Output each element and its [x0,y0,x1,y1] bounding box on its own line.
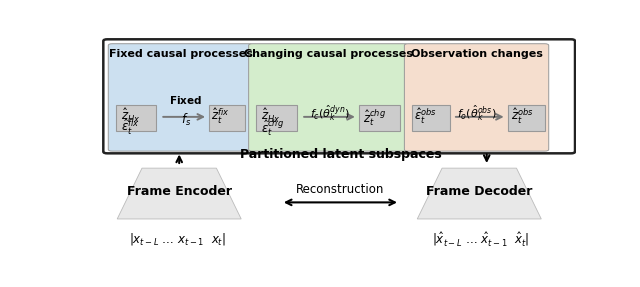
Text: $\hat{\varepsilon}_t^{chg}$: $\hat{\varepsilon}_t^{chg}$ [260,117,284,138]
Polygon shape [117,168,241,219]
Text: $f_o(\hat{\theta}_k^{obs})$: $f_o(\hat{\theta}_k^{obs})$ [457,103,497,123]
Text: $|x_{t-L}\ \ldots\ x_{t-1}\ \ x_t|$: $|x_{t-L}\ \ldots\ x_{t-1}\ \ x_t|$ [129,231,226,247]
Text: Partitioned latent subspaces: Partitioned latent subspaces [239,148,441,161]
Text: Reconstruction: Reconstruction [296,183,385,196]
FancyBboxPatch shape [108,44,253,151]
FancyBboxPatch shape [404,44,548,151]
Text: Frame Encoder: Frame Encoder [127,185,232,198]
Text: Observation changes: Observation changes [411,49,543,59]
Bar [508,105,545,131]
Text: $\mathbf{Fixed}$: $\mathbf{Fixed}$ [169,94,202,106]
Text: $\hat{z}_{Hx}$: $\hat{z}_{Hx}$ [260,107,280,125]
Text: $\hat{\varepsilon}_t^{fix}$: $\hat{\varepsilon}_t^{fix}$ [121,117,140,137]
FancyBboxPatch shape [248,44,408,151]
Text: $\hat{z}_{Hx}$: $\hat{z}_{Hx}$ [121,107,140,125]
Text: $|\hat{x}_{t-L}\ \ldots\ \hat{x}_{t-1}\ \ \hat{x}_t|$: $|\hat{x}_{t-L}\ \ldots\ \hat{x}_{t-1}\ … [432,230,529,248]
Text: $f_s$: $f_s$ [180,112,191,128]
Polygon shape [417,168,541,219]
Text: $f_c(\hat{\theta}_k^{dyn})$: $f_c(\hat{\theta}_k^{dyn})$ [310,103,349,123]
Text: $\hat{z}_t^{obs}$: $\hat{z}_t^{obs}$ [511,107,533,126]
Text: Changing causal processes: Changing causal processes [244,49,413,59]
Bar [209,105,244,131]
Text: $\hat{\varepsilon}_t^{obs}$: $\hat{\varepsilon}_t^{obs}$ [414,107,437,126]
Text: Fixed causal processes: Fixed causal processes [109,49,252,59]
FancyBboxPatch shape [103,39,575,153]
Bar [412,105,449,131]
Bar [116,105,156,131]
Text: $\hat{z}_t^{fix}$: $\hat{z}_t^{fix}$ [211,107,230,126]
Text: Frame Decoder: Frame Decoder [426,185,532,198]
Bar [256,105,297,131]
Text: $\hat{z}_t^{chg}$: $\hat{z}_t^{chg}$ [363,107,386,128]
Bar [359,105,400,131]
